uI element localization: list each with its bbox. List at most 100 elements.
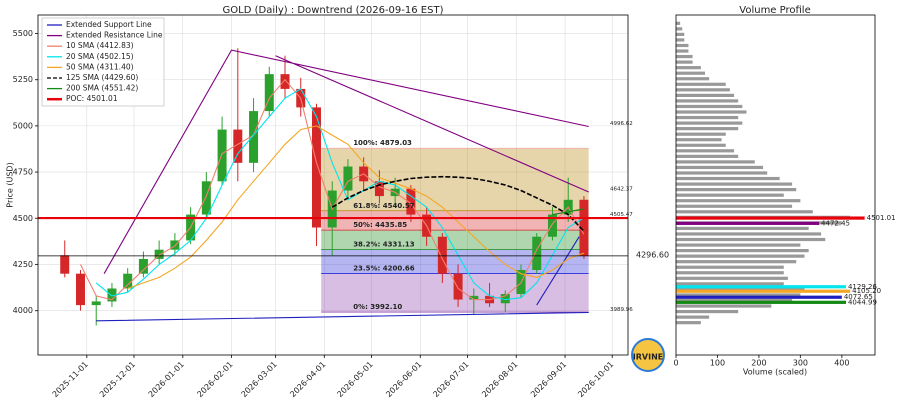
volume-bar [676, 287, 805, 292]
candle-body [201, 181, 211, 215]
end-label: 4996.62 [610, 121, 633, 127]
legend-label: 125 SMA (4429.60) [66, 73, 138, 82]
candle-body [217, 129, 227, 182]
volume-highlight [676, 285, 846, 289]
candle-body [579, 199, 589, 256]
candle-body [532, 236, 542, 270]
watermark-text: IRVINE [633, 353, 663, 362]
x-tick-label: 2026-10-01 [576, 360, 615, 399]
fib-label: 50%: 4435.85 [353, 221, 407, 229]
y-tick-label: 5000 [13, 121, 33, 130]
candle-body [91, 301, 101, 306]
y-tick-label: 5500 [13, 29, 33, 38]
plot [38, 15, 628, 355]
candle-body [138, 258, 148, 274]
end-label: 4642.37 [610, 186, 633, 192]
volume-bar [676, 121, 743, 125]
x-tick-label: 200 [751, 359, 766, 368]
price-line-label: 4296.60 [636, 250, 669, 259]
y-tick-label: 4500 [13, 214, 33, 223]
x-tick-label: 2026-04-01 [288, 360, 327, 399]
y-tick-label: 4250 [13, 260, 33, 269]
fib-label: 0%: 3992.10 [353, 303, 402, 311]
x-tick-label: 2026-09-01 [529, 360, 568, 399]
candle-body [500, 294, 510, 304]
y-tick-label: 5250 [13, 75, 33, 84]
legend-label: 50 SMA (4311.40) [66, 62, 134, 71]
x-axis-label: Volume (scaled) [743, 368, 807, 377]
fib-label: 61.8%: 4540.57 [353, 202, 415, 210]
volume-bar [676, 237, 826, 242]
volume-bar [676, 66, 701, 70]
volume-bar [676, 248, 809, 253]
volume-highlight-label: 4501.01 [867, 214, 896, 222]
candle-body [280, 74, 290, 89]
x-tick-label: 2026-05-01 [335, 360, 374, 399]
volume-highlight-label: 4105.20 [852, 287, 881, 295]
x-tick-label: 400 [834, 359, 849, 368]
x-tick-label: 300 [793, 359, 808, 368]
series-line [80, 78, 585, 301]
series-line [331, 175, 585, 232]
candle-body [154, 249, 164, 259]
candle-body [233, 129, 243, 163]
volume-bar [676, 321, 701, 325]
candle-body [264, 74, 274, 112]
volume-highlight [676, 216, 865, 220]
volume-bar [676, 54, 693, 59]
volume-bar [676, 165, 764, 170]
volume-bar [676, 199, 801, 203]
volume-bar [676, 315, 710, 319]
volume-bar [676, 282, 784, 286]
volume-bar [676, 104, 743, 109]
series-line [96, 236, 589, 322]
candle-body [406, 188, 416, 215]
volume-bar [676, 160, 755, 164]
x-tick-label: 2026-07-01 [431, 360, 470, 399]
volume-bar [676, 171, 768, 175]
volume-bar [676, 27, 683, 31]
volume-bar [676, 154, 739, 158]
volume-highlight [676, 221, 820, 225]
candle-body [547, 214, 557, 237]
legend-label: 20 SMA (4502.15) [66, 52, 134, 61]
watermark-badge [631, 338, 665, 372]
volume-bar [676, 38, 685, 42]
x-tick-label: 2026-08-01 [480, 360, 519, 399]
x-tick-label: 0 [673, 359, 678, 368]
volume-bar [676, 182, 793, 186]
volume-bar [676, 127, 739, 131]
volume-bar [676, 276, 788, 280]
fib-zone [321, 230, 589, 250]
end-label: 3989.96 [610, 307, 633, 313]
chart-title: GOLD (Daily) : Downtrend (2026-09-16 EST… [223, 5, 444, 16]
frame [37, 14, 629, 356]
x-tick-label: 100 [710, 359, 725, 368]
volume-bar [676, 210, 813, 214]
volume-bar [676, 115, 739, 120]
frame [675, 14, 876, 356]
legend-label: 10 SMA (4412.83) [66, 41, 134, 50]
volume-highlight [676, 300, 846, 304]
volume-bar [676, 193, 784, 197]
volume-bar [676, 204, 793, 208]
volume-bar [676, 309, 739, 314]
volume-bar [676, 132, 726, 136]
legend-box [41, 17, 165, 107]
y-axis-label: Price (USD) [6, 162, 15, 207]
candle-body [75, 273, 85, 306]
candle-body [60, 255, 70, 274]
volume-bar [676, 99, 739, 103]
volume-bar [676, 293, 801, 297]
volume-highlight-label: 4044.99 [848, 298, 877, 306]
x-tick-label: 2026-01-01 [147, 360, 186, 399]
candle-body [374, 181, 384, 197]
legend-label: POC: 4501.01 [66, 94, 118, 103]
candle-body [107, 288, 117, 302]
x-tick-label: 2026-06-01 [384, 360, 423, 399]
candle-body [437, 236, 447, 274]
volume-bar [676, 243, 801, 247]
volume-bar [676, 21, 681, 25]
fib-zone [321, 210, 589, 231]
